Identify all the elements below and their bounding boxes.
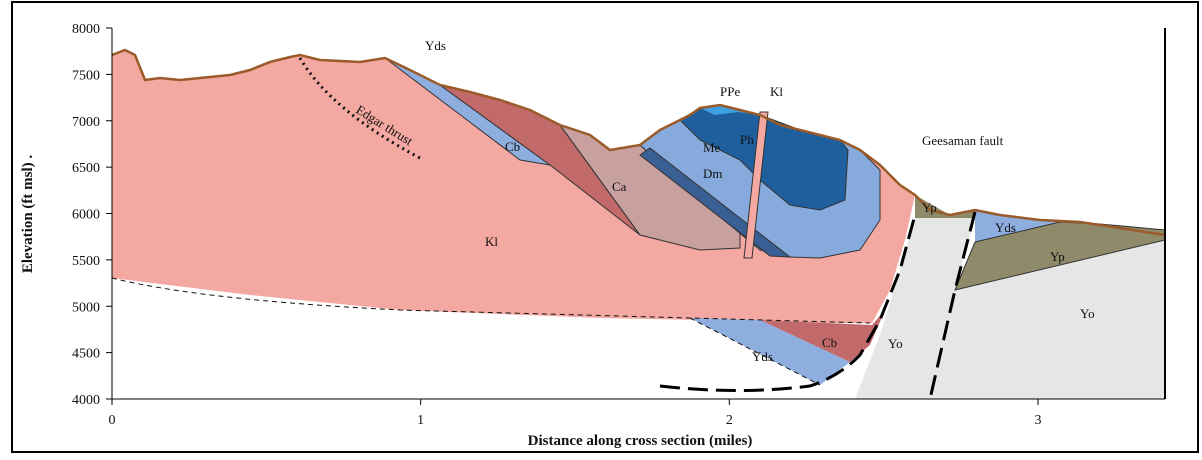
label: Me: [703, 140, 721, 155]
label: Yds: [752, 349, 773, 364]
geesaman-fault: [928, 211, 977, 400]
y-tick-label: 5000: [72, 300, 100, 315]
label: Geesaman fault: [922, 133, 1004, 148]
y-tick-label: 8000: [72, 22, 100, 37]
label: Yds: [425, 38, 446, 53]
x-tick-label: 3: [1035, 413, 1042, 428]
unit-cb-lower: [760, 310, 885, 362]
x-tick-label: 0: [109, 413, 116, 428]
label: Kl: [485, 234, 498, 249]
label: Yp: [1050, 249, 1065, 264]
y-tick-label: 6000: [72, 208, 100, 223]
y-tick-label: 4000: [72, 393, 100, 408]
label: Ca: [612, 179, 627, 194]
label: Cb: [505, 139, 520, 154]
label: Ph: [740, 132, 754, 147]
label: Cb: [822, 335, 837, 350]
unit-yo: [855, 218, 1165, 399]
dash: [689, 317, 821, 386]
y-title: Elevation (ft msl) .: [20, 155, 36, 274]
surface: [111, 48, 1166, 237]
label: Yp: [922, 200, 937, 215]
y-tick-label: 7000: [72, 115, 100, 130]
ticks: 4000 4500 5000 5500 6000 6500 7000 7500 8000 0 1 2 3: [72, 22, 1042, 428]
unit-yds-lower: [690, 318, 850, 385]
x-tick-label: 2: [726, 413, 733, 428]
label: Yo: [1080, 306, 1095, 321]
x-title: Distance along cross section (miles): [528, 433, 753, 449]
y-tick-label: 6500: [72, 161, 100, 176]
fault-dashed: [659, 214, 917, 392]
label: Yo: [888, 336, 903, 351]
unit-yds-right: [975, 210, 1060, 242]
y-tick-label: 4500: [72, 347, 100, 362]
label: Kl: [770, 84, 783, 99]
unit-kl-dike: [743, 111, 769, 259]
x-tick-label: 1: [417, 413, 424, 428]
label: Dm: [703, 166, 723, 181]
unit-yp: [915, 195, 975, 218]
base-line: [111, 277, 871, 324]
y-tick-label: 5500: [72, 254, 100, 269]
label: PPe: [720, 84, 740, 99]
label: Yds: [995, 220, 1016, 235]
y-tick-label: 7500: [72, 68, 100, 83]
